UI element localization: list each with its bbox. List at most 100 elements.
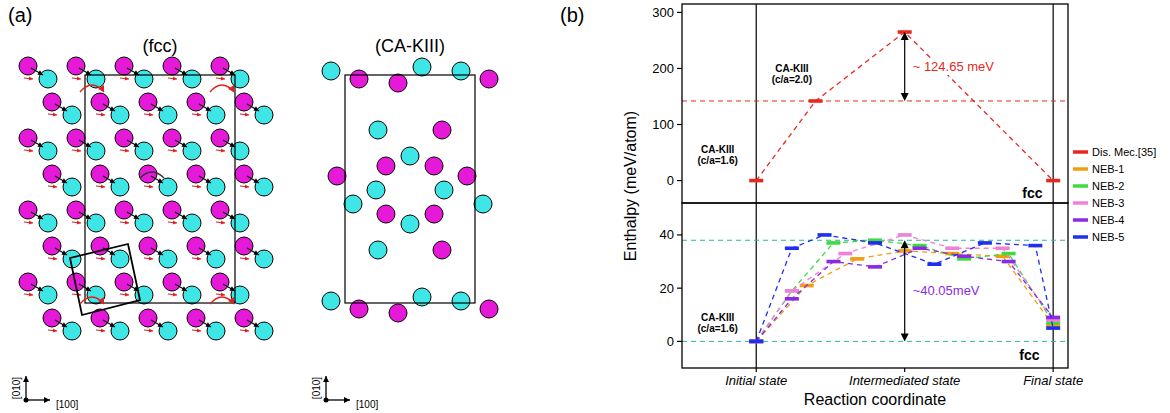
displacement-arrow-red-head xyxy=(29,77,33,81)
displacement-arrow-red xyxy=(168,221,177,225)
axis-label: [100] xyxy=(56,399,78,410)
displacement-arrow-shaft xyxy=(55,248,67,255)
point-label-line: CA-KIII xyxy=(775,63,809,74)
displacement-arrow-red xyxy=(120,293,129,297)
annotation-arrowhead xyxy=(901,93,909,101)
displacement-arrow-red xyxy=(24,77,33,81)
axis-label: [010] xyxy=(11,377,22,399)
displacement-arrow-shaft xyxy=(199,176,211,183)
displacement-arrow-head xyxy=(61,106,67,111)
atom-magenta xyxy=(433,241,451,259)
displacement-arrow-shaft xyxy=(127,212,139,219)
displacement-arrow xyxy=(79,68,91,75)
displacement-arrow-head xyxy=(181,214,187,219)
series-line xyxy=(756,240,1053,341)
displacement-arrow-red-head xyxy=(221,293,225,297)
displacement-arrow-head xyxy=(229,70,235,75)
point-label: CA-KIII(c/a=1.6) xyxy=(697,312,737,334)
displacement-arrow-head xyxy=(253,178,259,183)
atom-magenta xyxy=(187,93,205,111)
atom-cyan xyxy=(135,70,153,88)
point-label-line: CA-KIII xyxy=(701,312,735,323)
displacement-arrow-red-head xyxy=(245,113,249,117)
x-tick-label: Intermediated state xyxy=(849,373,960,388)
displacement-arrow xyxy=(175,212,187,219)
atom-cyan xyxy=(231,214,249,232)
atom-cyan xyxy=(39,70,57,88)
plot-area xyxy=(682,203,1068,368)
displacement-arrow-head xyxy=(181,70,187,75)
displacement-arrow xyxy=(223,212,235,219)
displacement-arrow xyxy=(223,68,235,75)
displacement-arrow-head xyxy=(37,214,43,219)
atom-magenta xyxy=(19,201,37,219)
atom-cyan xyxy=(135,214,153,232)
atom-cyan xyxy=(255,106,273,124)
displacement-arrow-red-head xyxy=(245,329,249,333)
displacement-arrow xyxy=(55,176,67,183)
atom-magenta xyxy=(115,57,133,75)
y-tick xyxy=(677,12,682,13)
axis-arrow xyxy=(326,397,350,403)
displacement-arrow-shaft xyxy=(103,176,115,183)
displacement-arrow-head xyxy=(37,70,43,75)
displacement-arrow-red xyxy=(120,221,129,225)
data-point xyxy=(838,252,852,256)
atom-cyan xyxy=(135,142,153,160)
displacement-arrow-shaft xyxy=(223,284,235,291)
displacement-arrow-shaft xyxy=(31,68,43,75)
displacement-arrow-shaft xyxy=(127,140,139,147)
annotation-arrowhead xyxy=(901,240,909,248)
displacement-arrow-red xyxy=(144,257,153,261)
point-label-line: (c/a=1.6) xyxy=(697,323,737,334)
displacement-arrow xyxy=(247,104,259,111)
state-line xyxy=(1053,203,1054,368)
rotation-arrow-head xyxy=(98,297,104,304)
displacement-arrow-red xyxy=(192,185,201,189)
atom-magenta xyxy=(163,201,181,219)
data-point xyxy=(749,179,763,183)
displacement-arrow-red-head xyxy=(29,149,33,153)
point-label: fcc xyxy=(1022,185,1042,201)
atom-magenta xyxy=(350,70,368,88)
atom-magenta xyxy=(425,205,443,223)
displacement-arrow-red-head xyxy=(101,329,105,333)
annotation-text: ~ 124.65 meV xyxy=(913,59,995,74)
data-point xyxy=(868,241,882,245)
displacement-arrow-red xyxy=(96,257,105,261)
displacement-arrow-head xyxy=(61,178,67,183)
atom-cyan xyxy=(159,322,177,340)
atom-cyan xyxy=(183,70,201,88)
atom-magenta xyxy=(187,237,205,255)
data-point xyxy=(1046,179,1060,183)
displacement-arrow-red xyxy=(192,257,201,261)
data-point xyxy=(868,265,882,269)
displacement-arrow-red xyxy=(120,149,129,153)
annotation-arrowhead xyxy=(901,333,909,341)
series-line xyxy=(756,32,1053,181)
legend: Dis. Mec.[35]NEB-1NEB-2NEB-3NEB-4NEB-5 xyxy=(1073,146,1156,243)
atom-cyan xyxy=(111,322,129,340)
displacement-arrow-shaft xyxy=(103,320,115,327)
displacement-arrow-red-head xyxy=(173,221,177,225)
annotation-text: ~40.05meV xyxy=(913,283,980,298)
chart: 02040Initial stateIntermediated stateFin… xyxy=(622,111,1083,408)
displacement-arrow-head xyxy=(85,214,91,219)
atom-cyan xyxy=(63,322,81,340)
atom-magenta xyxy=(187,165,205,183)
displacement-arrow-head xyxy=(157,322,163,327)
displacement-arrow-shaft xyxy=(31,284,43,291)
data-point xyxy=(749,340,763,344)
atom-cyan xyxy=(159,178,177,196)
atom-cyan xyxy=(111,250,129,268)
atom-cyan xyxy=(322,292,340,310)
displacement-arrow-red xyxy=(96,185,105,189)
displacement-arrow-red xyxy=(240,257,249,261)
y-tick xyxy=(677,288,682,289)
displacement-arrow-red-head xyxy=(245,185,249,189)
displacement-arrow xyxy=(175,284,187,291)
displacement-arrow-red xyxy=(48,329,57,333)
displacement-arrow-head xyxy=(253,250,259,255)
state-line xyxy=(756,203,757,368)
atom-magenta xyxy=(43,93,61,111)
